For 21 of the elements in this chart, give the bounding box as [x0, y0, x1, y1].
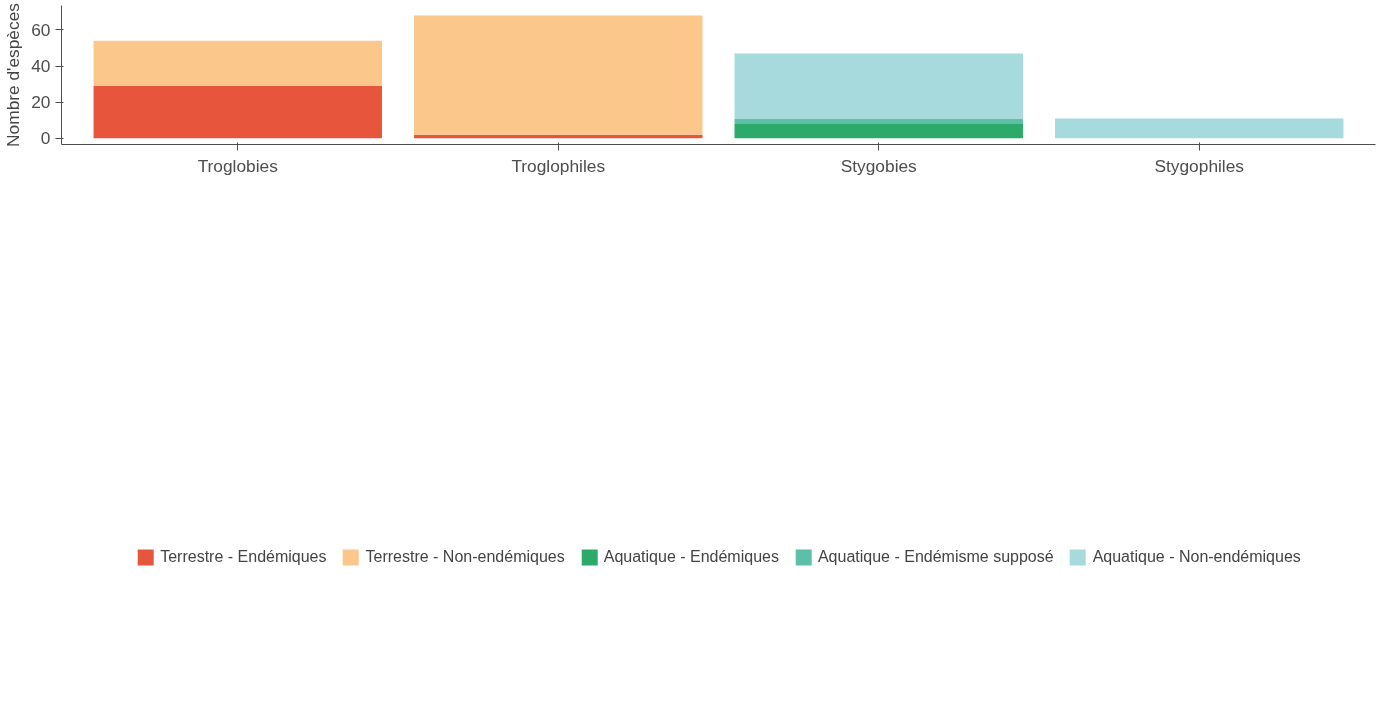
x-tick-label: Troglobies — [197, 155, 279, 176]
x-tick-label: Stygophiles — [1154, 155, 1245, 176]
bar — [734, 118, 1023, 124]
bar — [1055, 118, 1344, 139]
legend-label: Aquatique - Endémiques — [603, 548, 779, 566]
x-tick-label: Troglophiles — [511, 155, 606, 176]
legend-label: Terrestre - Endémiques — [160, 548, 327, 566]
y-axis-title: Nombre d'espèces — [3, 2, 24, 147]
y-tick-label: 60 — [31, 19, 51, 40]
x-tick-label: Stygobies — [840, 155, 918, 176]
y-tick-label: 40 — [31, 56, 51, 77]
bar — [734, 53, 1023, 119]
bar — [414, 15, 703, 135]
bar — [93, 40, 382, 86]
y-tick-label: 20 — [31, 92, 51, 113]
y-tick-label: 0 — [40, 128, 51, 149]
legend-label: Aquatique - Non-endémiques — [1092, 548, 1301, 566]
legend-label: Aquatique - Endémisme supposé — [817, 548, 1054, 566]
bar — [734, 123, 1023, 139]
bar — [93, 85, 382, 139]
legend-label: Terrestre - Non-endémiques — [365, 548, 565, 566]
